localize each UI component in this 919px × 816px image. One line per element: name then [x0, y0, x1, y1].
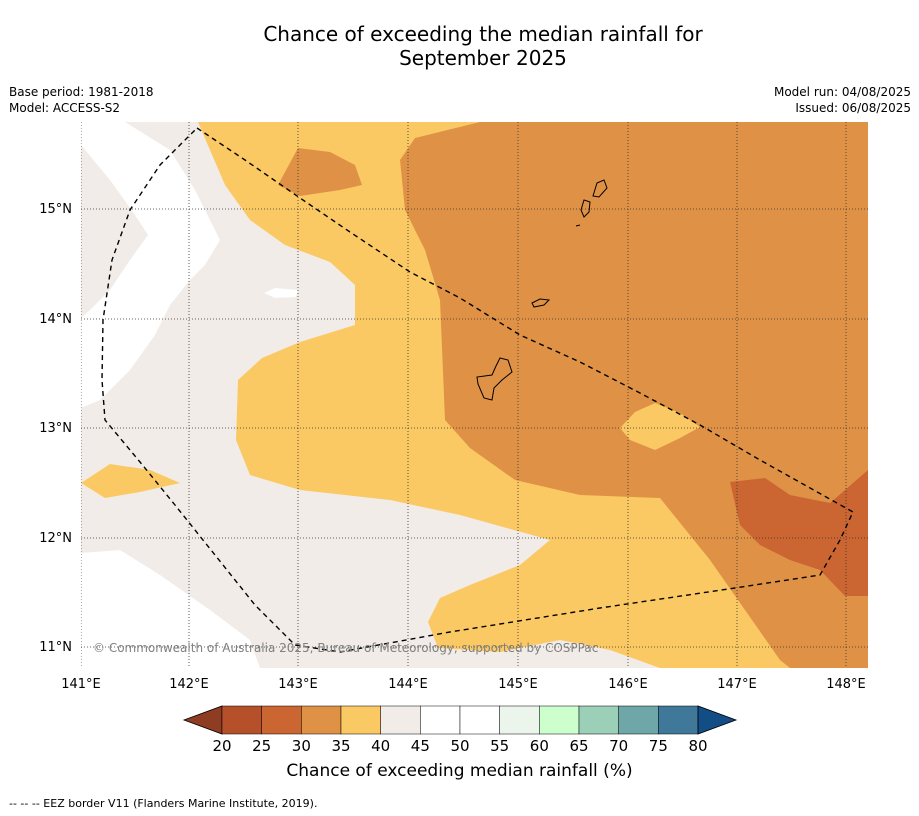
base-period-text: Base period: 1981-2018 [9, 85, 154, 99]
zone-35-40-patch-west [81, 464, 180, 498]
lat-tick-label: 13°N [39, 421, 72, 436]
lon-tick-label: 148°E [826, 677, 866, 692]
island-saipan [592, 179, 608, 198]
colorbar-tick-label: 70 [609, 737, 628, 755]
lon-tick-label: 146°E [608, 677, 648, 692]
colorbar-swatch [459, 705, 500, 735]
zone-45-55-south [81, 550, 260, 668]
coastlines [476, 179, 608, 401]
island-tinian [580, 199, 591, 218]
colorbar-swatch [578, 705, 619, 735]
colorbar-swatch [340, 705, 381, 735]
forecast-map [81, 122, 868, 668]
lon-tick-label: 144°E [388, 677, 428, 692]
colorbar-tick-label: 80 [688, 737, 707, 755]
zone-45-55-islet [264, 288, 298, 298]
eez-legend-footnote: -- -- -- EEZ border V11 (Flanders Marine… [9, 797, 318, 810]
zone-45-55-north-notch [81, 145, 148, 318]
colorbar-title: Chance of exceeding median rainfall (%) [286, 761, 633, 781]
lat-tick-labels: 15°N 14°N 13°N 12°N 11°N [39, 202, 72, 655]
colorbar-over-arrow [697, 705, 738, 735]
zone-30-35-blob-north [278, 148, 362, 196]
colorbar-swatch [301, 705, 342, 735]
colorbar-swatch [261, 705, 302, 735]
colorbar-swatch [380, 705, 421, 735]
lat-tick-label: 15°N [39, 202, 72, 217]
colorbar-tick-label: 55 [490, 737, 509, 755]
zone-40-45 [81, 122, 660, 668]
island-rota [531, 298, 551, 308]
colorbar-under-arrow [182, 705, 223, 735]
colorbar-swatch [499, 705, 540, 735]
colorbar-tick-label: 35 [331, 737, 350, 755]
lon-tick-label: 147°E [717, 677, 757, 692]
map-title-line1: Chance of exceeding the median rainfall … [263, 22, 703, 46]
colorbar-tick-label: 40 [371, 737, 390, 755]
lon-tick-labels: 141°E 142°E 143°E 144°E 145°E 146°E 147°… [61, 677, 866, 692]
colorbar-tick-label: 65 [569, 737, 588, 755]
colorbar-swatch [539, 705, 580, 735]
colorbar-tick-label: 75 [649, 737, 668, 755]
lat-tick-label: 11°N [39, 640, 72, 655]
colorbar-tick-label: 25 [252, 737, 271, 755]
colorbar-tick-label: 60 [530, 737, 549, 755]
lat-tick-label: 12°N [39, 531, 72, 546]
colorbar: 20 25 30 35 40 45 50 55 60 65 70 75 80 [182, 705, 738, 755]
colorbar-swatch [420, 705, 461, 735]
map-title-line2: September 2025 [399, 46, 567, 70]
lon-tick-label: 145°E [498, 677, 538, 692]
colorbar-tick-label: 20 [212, 737, 231, 755]
map-title: Chance of exceeding the median rainfall … [0, 22, 919, 70]
copyright-text: © Commonwealth of Australia 2025, Bureau… [93, 641, 599, 655]
model-text: Model: ACCESS-S2 [9, 101, 121, 115]
colorbar-swatch [221, 705, 262, 735]
metadata-right: Model run: 04/08/2025 Issued: 06/08/2025 [774, 84, 911, 116]
island-guam [476, 357, 513, 401]
lon-tick-label: 143°E [278, 677, 318, 692]
colorbar-tick-label: 45 [411, 737, 430, 755]
issued-text: Issued: 06/08/2025 [795, 101, 911, 115]
colorbar-tick-label: 30 [292, 737, 311, 755]
colorbar-swatch [618, 705, 659, 735]
lon-tick-label: 141°E [61, 677, 101, 692]
lat-tick-label: 14°N [39, 312, 72, 327]
metadata-left: Base period: 1981-2018 Model: ACCESS-S2 [9, 84, 154, 116]
colorbar-tick-label: 50 [450, 737, 469, 755]
model-run-text: Model run: 04/08/2025 [773, 85, 911, 99]
colorbar-swatch [658, 705, 699, 735]
island-aguijan [575, 224, 581, 227]
gridlines [81, 122, 868, 668]
lon-tick-label: 142°E [169, 677, 209, 692]
